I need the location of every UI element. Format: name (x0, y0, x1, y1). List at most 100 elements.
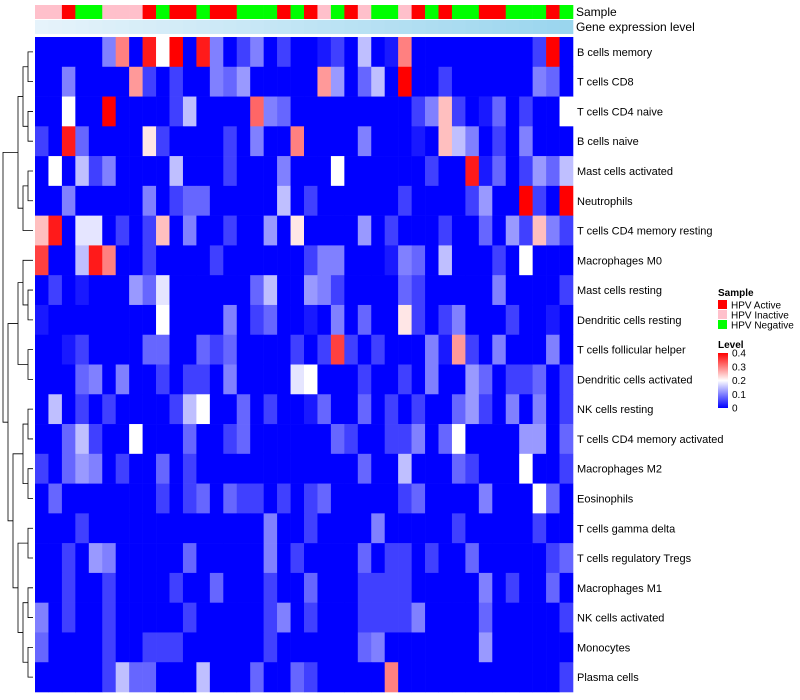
heatmap-cell (451, 662, 466, 693)
heatmap-cell (532, 245, 547, 276)
heatmap-cell (492, 662, 507, 693)
heatmap-cell (559, 275, 574, 306)
heatmap-cell (277, 215, 291, 246)
heatmap-cell (398, 513, 412, 544)
heatmap-cell (290, 513, 305, 544)
heatmap-cell (371, 513, 385, 544)
heatmap-cell (465, 304, 480, 336)
sample-annotation-cell (196, 5, 211, 19)
heatmap-cell (371, 483, 385, 514)
heatmap-cell (102, 513, 116, 544)
heatmap-cell (142, 275, 157, 306)
heatmap-cell (290, 453, 305, 484)
heatmap-cell (546, 126, 560, 157)
heatmap-cell (357, 37, 372, 68)
heatmap-cell (182, 37, 197, 68)
heatmap-cell (129, 602, 143, 633)
heatmap-cell (129, 632, 143, 663)
expression-annotation-cell (344, 20, 359, 34)
heatmap-cell (61, 513, 76, 544)
heatmap-cell (75, 453, 90, 484)
heatmap-cell (129, 483, 143, 514)
heatmap-cell (438, 572, 453, 603)
heatmap-cell (209, 602, 224, 633)
heatmap-cell (425, 662, 439, 693)
heatmap-cell (115, 453, 130, 484)
heatmap-cell (438, 394, 453, 425)
heatmap-cell (223, 304, 238, 336)
heatmap-cell (75, 662, 90, 693)
heatmap-cell (115, 602, 130, 633)
heatmap-cell (304, 215, 318, 246)
heatmap-cell (478, 215, 493, 246)
heatmap-cell (182, 424, 197, 455)
heatmap-cell (438, 245, 453, 276)
heatmap-cell (371, 632, 385, 663)
legend-sample-title: Sample (718, 288, 754, 299)
heatmap-cell (317, 394, 332, 425)
heatmap-cell (290, 304, 305, 336)
heatmap-cell (182, 453, 197, 484)
heatmap-cell (357, 185, 372, 216)
heatmap-cell (492, 245, 507, 276)
heatmap-cell (384, 453, 399, 484)
heatmap-cell (478, 543, 493, 574)
heatmap-cell (384, 602, 399, 633)
heatmap-cell (505, 37, 520, 68)
heatmap-cell (398, 66, 412, 97)
heatmap-cell (277, 543, 291, 574)
heatmap-cell (61, 334, 76, 365)
heatmap-cell (384, 543, 399, 574)
heatmap-cell (88, 185, 103, 216)
heatmap-cell (384, 364, 399, 395)
sample-annotation-cell (48, 5, 63, 19)
heatmap-cell (290, 543, 305, 574)
heatmap-cell (88, 513, 103, 544)
heatmap-cell (290, 662, 305, 693)
heatmap-cell (465, 275, 480, 306)
heatmap-cell (451, 304, 466, 336)
heatmap-cell (371, 37, 385, 68)
heatmap-cell (451, 424, 466, 455)
heatmap-cell (61, 572, 76, 603)
heatmap-cell (182, 215, 197, 246)
heatmap-cell (75, 215, 90, 246)
heatmap-cell (344, 483, 359, 514)
heatmap-cell (438, 275, 453, 306)
heatmap-cell (398, 304, 412, 336)
heatmap-cell (532, 572, 547, 603)
heatmap-cell (290, 185, 305, 216)
heatmap-cell (35, 304, 49, 336)
heatmap-cell (209, 275, 224, 306)
heatmap-cell (532, 662, 547, 693)
heatmap-cell (330, 156, 345, 187)
heatmap-cell (142, 662, 157, 693)
heatmap-cell (223, 275, 238, 306)
heatmap-cell (88, 483, 103, 514)
heatmap-cell (384, 424, 399, 455)
heatmap-cell (357, 304, 372, 336)
heatmap-cell (61, 304, 76, 336)
heatmap-cell (182, 245, 197, 276)
heatmap-cell (277, 185, 291, 216)
sample-annotation-cell (357, 5, 372, 19)
heatmap-cell (330, 364, 345, 395)
heatmap-cell (371, 304, 385, 336)
heatmap-cell (250, 543, 264, 574)
heatmap-cell (290, 126, 305, 157)
expression-annotation-cell (182, 20, 197, 34)
heatmap-cell (411, 96, 426, 127)
heatmap-cell (425, 424, 439, 455)
heatmap-cell (129, 245, 143, 276)
heatmap-cell (546, 483, 560, 514)
heatmap-cell (411, 572, 426, 603)
expression-annotation-cell (371, 20, 385, 34)
heatmap-cell (357, 572, 372, 603)
heatmap-cell (156, 662, 170, 693)
heatmap-cell (492, 66, 507, 97)
heatmap-cell (492, 632, 507, 663)
heatmap-cell (236, 185, 251, 216)
heatmap-cell (330, 275, 345, 306)
heatmap-cell (384, 572, 399, 603)
expression-annotation-cell (559, 20, 574, 34)
